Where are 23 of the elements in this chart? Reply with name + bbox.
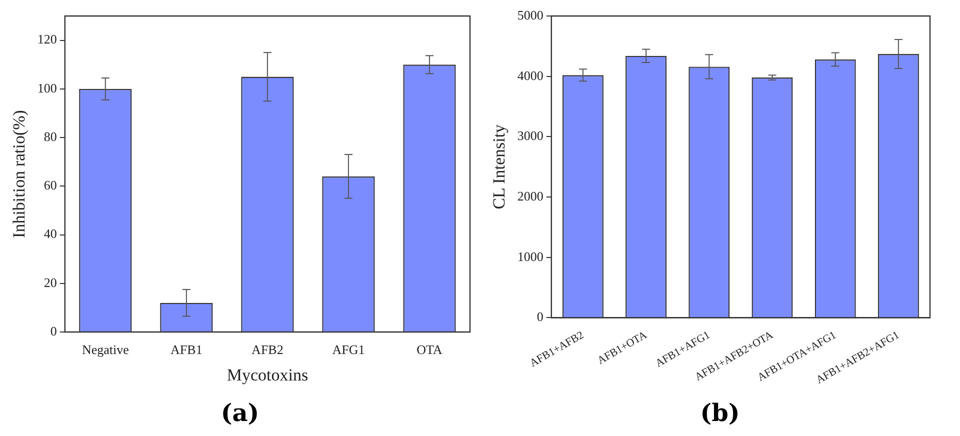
y-axis-title: Inhibition ratio(%)	[10, 110, 29, 238]
y-tick-label: 0	[536, 309, 544, 324]
x-axis-title: Mycotoxins	[226, 365, 308, 384]
y-tick-label: 60	[44, 178, 57, 193]
y-tick-label: 2000	[517, 188, 544, 204]
y-tick-label: 80	[44, 128, 57, 144]
x-tick-label: Negative	[82, 342, 130, 358]
y-tick-label: 0	[50, 323, 57, 338]
y-tick-label: 20	[44, 274, 57, 290]
y-axis-title: CL Intensity	[490, 124, 509, 210]
y-tick-label: 120	[37, 32, 57, 47]
y-tick-label: 4000	[517, 68, 544, 83]
x-tick-label: OTA	[416, 342, 443, 358]
x-tick-label: AFG1	[332, 342, 365, 358]
text: (b)	[699, 398, 741, 427]
y-tick-label: 5000	[517, 7, 544, 22]
x-tick-label: AFB1	[170, 342, 202, 358]
y-tick-label: 100	[37, 80, 57, 96]
y-tick-label: 3000	[517, 128, 544, 144]
y-tick-label: 40	[44, 226, 57, 242]
text: (a)	[220, 398, 260, 427]
x-tick-label: AFB2	[252, 342, 284, 358]
y-tick-label: 1000	[517, 248, 544, 264]
